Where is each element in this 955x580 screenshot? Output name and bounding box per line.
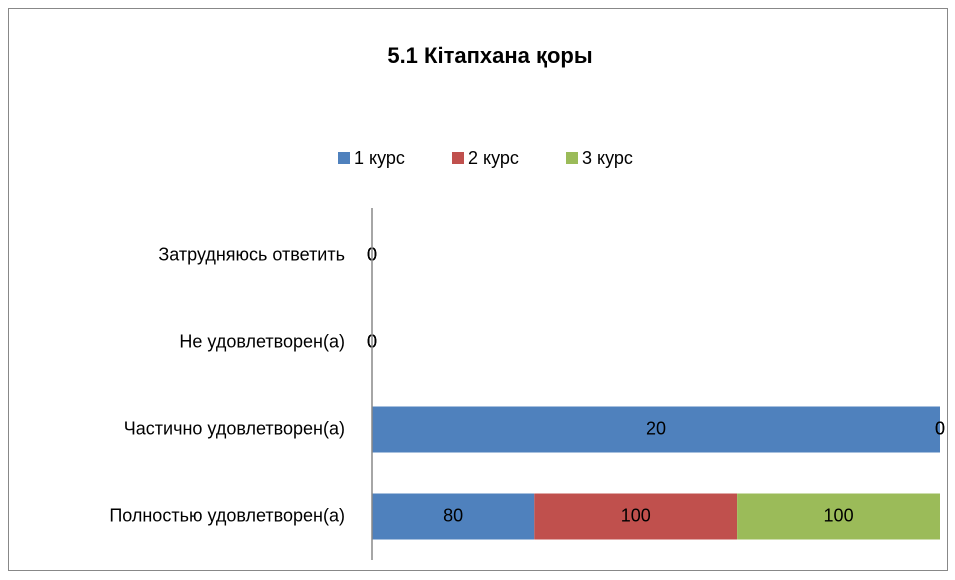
- chart-title: 5.1 Кітапхана қоры: [387, 43, 592, 68]
- legend-swatch: [452, 152, 464, 164]
- bar-segment: [534, 493, 738, 540]
- y-tick-label: Полностью удовлетворен(а): [109, 505, 345, 525]
- legend-label: 2 курс: [468, 148, 519, 168]
- bar-segment: [372, 493, 535, 540]
- legend-swatch: [566, 152, 578, 164]
- data-label: 0: [935, 418, 945, 438]
- data-label: 80: [443, 505, 463, 525]
- legend-label: 3 курс: [582, 148, 633, 168]
- legend-label: 1 курс: [354, 148, 405, 168]
- y-tick-label: Затрудняюсь ответить: [158, 244, 345, 264]
- y-tick-label: Частично удовлетворен(а): [124, 418, 345, 438]
- bar-segment: [372, 406, 940, 453]
- chart-frame: [8, 8, 948, 571]
- data-label: 100: [621, 505, 651, 525]
- y-tick-label: Не удовлетворен(а): [179, 331, 345, 351]
- data-label: 0: [935, 418, 945, 438]
- legend-swatch: [338, 152, 350, 164]
- data-label: 100: [824, 505, 854, 525]
- bar-segment: [737, 493, 940, 540]
- data-label: 20: [646, 418, 666, 438]
